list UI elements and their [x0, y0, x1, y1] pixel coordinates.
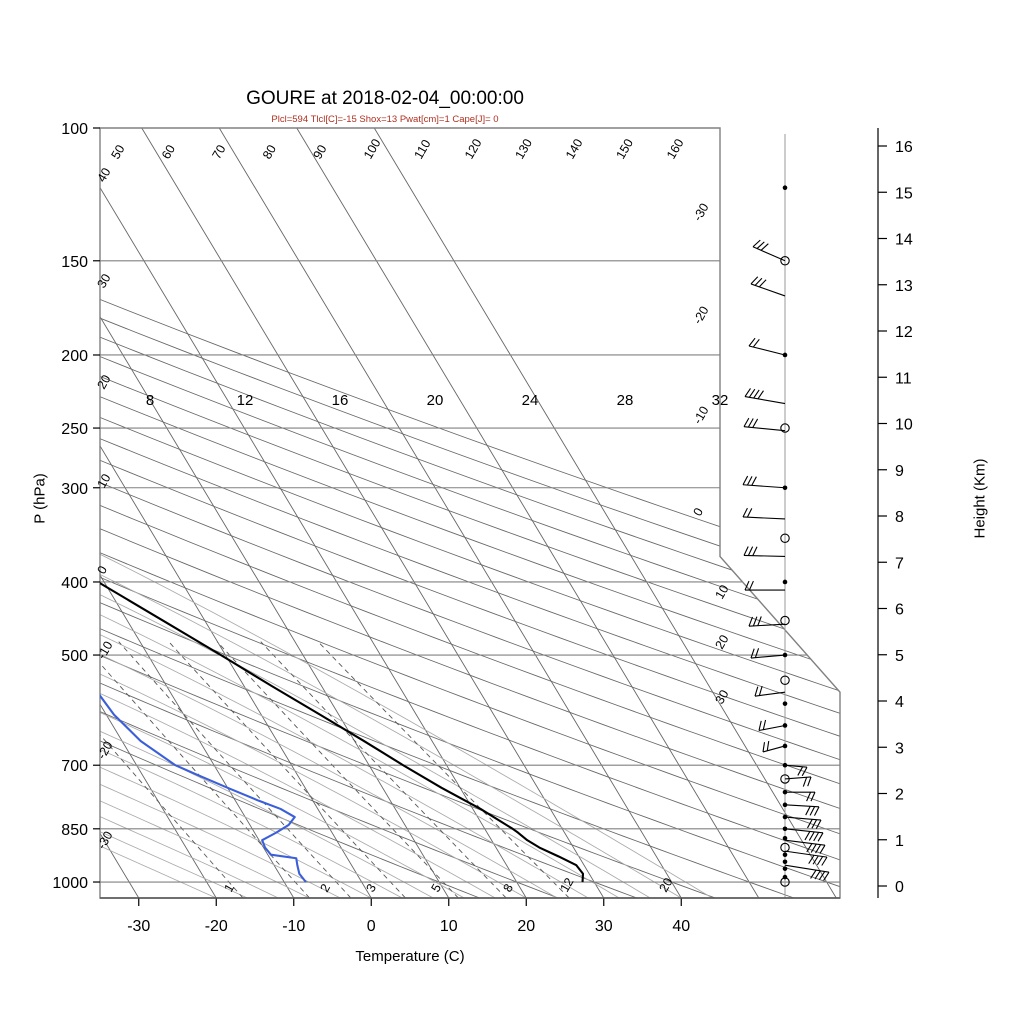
- pressure-tick-label: 400: [61, 575, 88, 592]
- grid-labels: 50 60 70 80 90 100 110 120 130 140 150 160403020100…: [94, 136, 731, 894]
- dry-adiabat-label: 90: [310, 142, 329, 161]
- wind-barb-column: [742, 134, 830, 898]
- isotherm-label-right: -10: [690, 404, 711, 427]
- isotherm-label-left: 30: [94, 271, 113, 290]
- isotherm-label-left: 0: [94, 563, 110, 576]
- temperature-tick-label: 20: [517, 918, 535, 935]
- pressure-tick-label: 850: [61, 822, 88, 839]
- dry-adiabat-label: 80: [260, 142, 279, 161]
- isotherm-label-right: 10: [712, 582, 731, 601]
- temperature-tick-label: 0: [367, 918, 376, 935]
- dewpoint-profile-line: [100, 152, 307, 883]
- temperature-tick-label: 10: [440, 918, 458, 935]
- height-tick-label: 14: [895, 232, 913, 249]
- isotherm-label-right: 30: [712, 687, 731, 706]
- pressure-tick-label: 1000: [52, 875, 88, 892]
- moist-adiabat-label: 20: [427, 392, 444, 409]
- moist-adiabat-label: 8: [146, 392, 154, 409]
- pressure-tick-label: 250: [61, 421, 88, 438]
- height-tick-label: 11: [895, 370, 912, 387]
- pressure-tick-label: 100: [61, 121, 88, 138]
- isotherm-label-left: -30: [94, 829, 115, 852]
- height-tick-label: 5: [895, 648, 904, 665]
- height-tick-label: 12: [895, 324, 913, 341]
- height-tick-label: 13: [895, 278, 913, 295]
- dry-adiabat-label: 60: [159, 142, 178, 161]
- temperature-tick-label: 30: [595, 918, 613, 935]
- dry-adiabat-label: 140: [563, 136, 586, 161]
- dry-adiabat-label: 70: [209, 142, 228, 161]
- height-tick-label: 9: [895, 463, 904, 480]
- pressure-tick-label: 700: [61, 758, 88, 775]
- isotherm-label-right: -20: [690, 304, 711, 327]
- moist-adiabat-label: 24: [522, 392, 539, 409]
- dry-adiabat-label: 150: [613, 136, 636, 161]
- temperature-tick-label: -10: [282, 918, 305, 935]
- isotherm-label-left: -10: [94, 639, 115, 662]
- pressure-tick-label: 500: [61, 648, 88, 665]
- height-tick-label: 0: [895, 879, 904, 896]
- mixing-ratio-label: 3: [363, 881, 379, 894]
- moist-adiabat-label: 32: [712, 392, 729, 409]
- isotherm-label-right: -30: [690, 201, 711, 224]
- moist-adiabat-label: 28: [617, 392, 634, 409]
- height-tick-label: 16: [895, 139, 913, 156]
- dry-adiabat-label: 100: [361, 136, 384, 161]
- temperature-tick-label: 40: [672, 918, 690, 935]
- height-tick-label: 15: [895, 185, 913, 202]
- pressure-tick-label: 150: [61, 254, 88, 271]
- height-tick-label: 2: [895, 787, 904, 804]
- isotherm-label-left: 40: [94, 165, 113, 184]
- height-tick-label: 4: [895, 694, 904, 711]
- dry-adiabat-label: 50: [108, 142, 127, 161]
- pressure-tick-label: 300: [61, 481, 88, 498]
- height-tick-label: 3: [895, 740, 904, 757]
- mixing-ratio-label: 12: [557, 875, 576, 894]
- mixing-ratio-label: 8: [500, 881, 516, 894]
- moist-adiabat-label: 12: [237, 392, 254, 409]
- isotherm-label-left: -20: [94, 739, 115, 762]
- dry-adiabat-label: 110: [411, 137, 433, 161]
- dry-adiabat-label: 130: [512, 136, 535, 161]
- height-tick-label: 8: [895, 509, 904, 526]
- height-tick-label: 6: [895, 602, 904, 619]
- temperature-tick-label: -30: [127, 918, 150, 935]
- isotherm-label-left: 20: [94, 372, 113, 391]
- temperature-profile-line: [100, 128, 585, 883]
- dry-adiabat-label: 120: [462, 136, 485, 161]
- profile-curves: [100, 128, 585, 883]
- height-tick-label: 1: [895, 833, 904, 850]
- moist-adiabat-label: 16: [332, 392, 349, 409]
- height-tick-label: 10: [895, 417, 913, 434]
- dry-adiabat-label: 160: [664, 136, 687, 161]
- isotherm-label-right: 0: [690, 505, 706, 518]
- isotherm-label-right: 20: [712, 632, 731, 651]
- mixing-ratio-label: 2: [317, 881, 333, 894]
- pressure-tick-label: 200: [61, 348, 88, 365]
- mixing-ratio-label: 20: [656, 875, 675, 894]
- isotherm-label-left: 10: [94, 471, 113, 490]
- temperature-tick-label: -20: [205, 918, 228, 935]
- height-tick-label: 7: [895, 555, 904, 572]
- grid-layer: [100, 128, 840, 898]
